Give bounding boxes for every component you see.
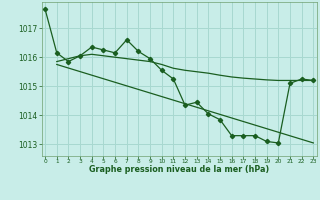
X-axis label: Graphe pression niveau de la mer (hPa): Graphe pression niveau de la mer (hPa) [89, 165, 269, 174]
